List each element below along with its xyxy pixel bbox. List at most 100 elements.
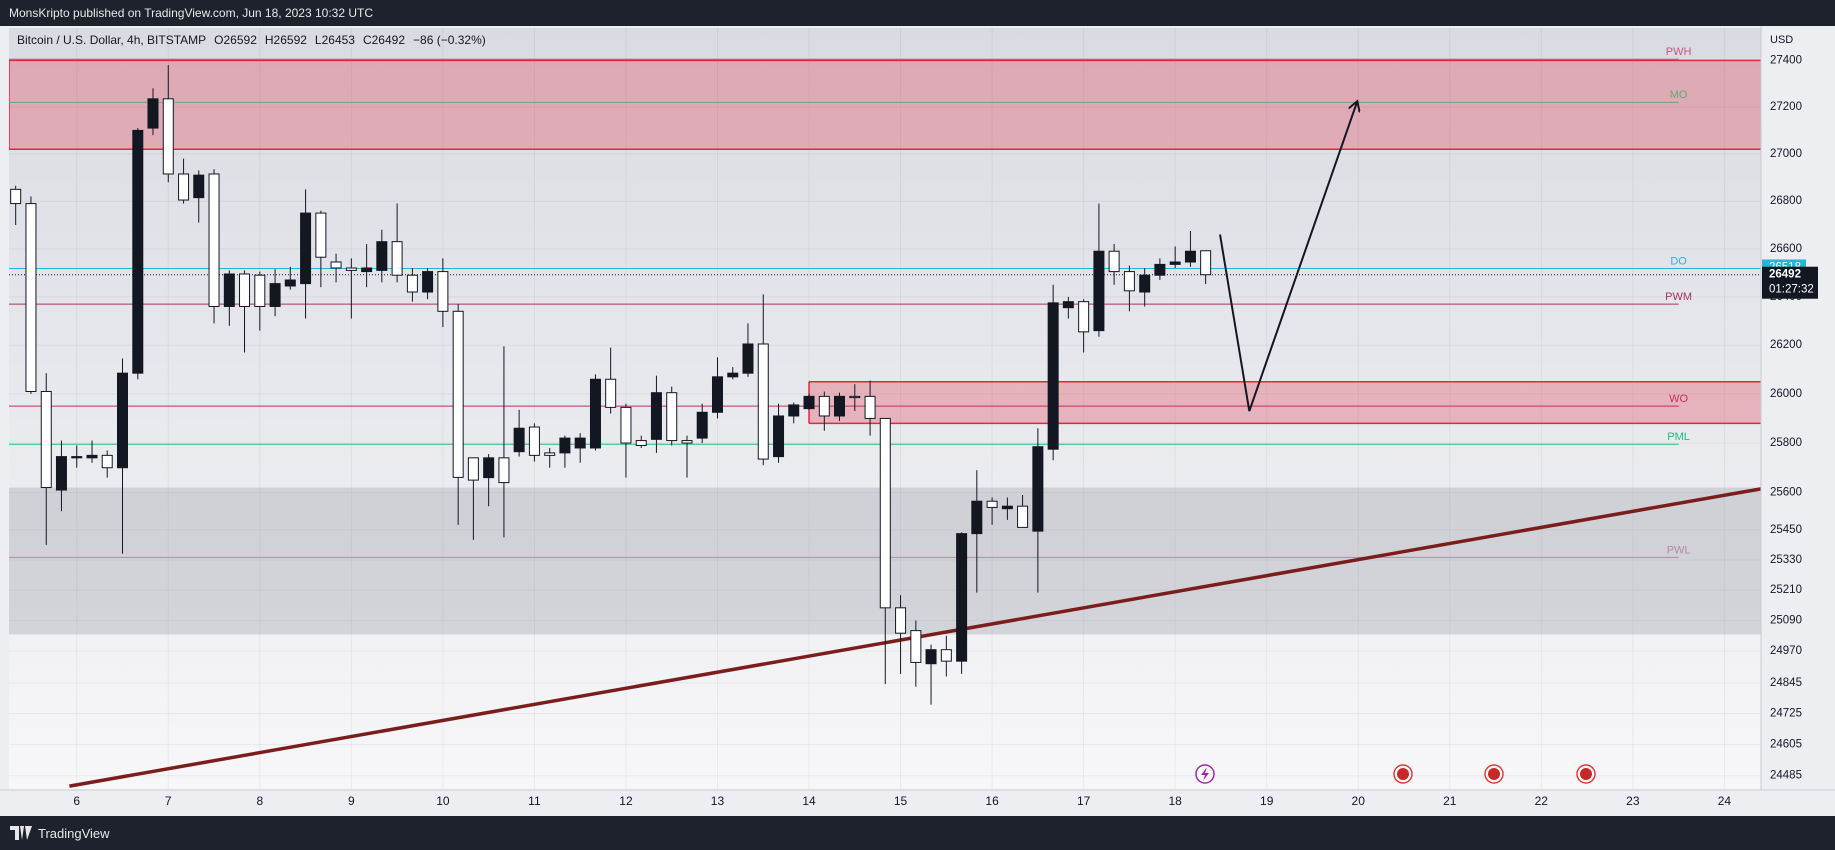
candle-body	[1032, 446, 1044, 532]
candle-body	[834, 395, 846, 417]
candle-body	[666, 392, 678, 442]
candle-body	[71, 456, 83, 459]
candle-body	[1078, 301, 1090, 333]
candle-body	[406, 274, 418, 293]
candle-body	[1169, 261, 1181, 265]
ohlc-close: C26492	[362, 33, 406, 47]
candle-body	[1017, 505, 1029, 528]
candle-body	[437, 271, 449, 312]
candle-body	[178, 173, 190, 201]
level-label: PML	[1667, 431, 1690, 443]
lightning-icon	[1201, 767, 1209, 781]
candle-body	[864, 395, 876, 419]
candle-body	[773, 415, 785, 458]
candle-body	[1154, 263, 1166, 276]
candle-body	[971, 500, 983, 535]
y-tick-label: 24845	[1770, 677, 1802, 689]
candle-body	[589, 378, 601, 449]
candle-body	[483, 457, 495, 479]
candle-body	[696, 411, 708, 439]
x-tick-label: 18	[1168, 794, 1182, 808]
candle-body	[559, 437, 571, 454]
symbol-title: Bitcoin / U.S. Dollar, 4h, BITSTAMP	[17, 33, 207, 47]
candle-body	[40, 390, 52, 489]
candle-body	[10, 188, 22, 205]
y-tick-label: 26600	[1770, 243, 1802, 255]
countdown-label: 01:27:32	[1769, 284, 1814, 296]
ohlc-low: L26453	[314, 33, 355, 47]
y-tick-label: 26800	[1770, 195, 1802, 207]
candle-body	[132, 129, 144, 374]
flag-icon	[1397, 768, 1409, 780]
y-tick-label: 25330	[1770, 554, 1802, 566]
y-tick-label: 26200	[1770, 339, 1802, 351]
candle-body	[711, 376, 723, 413]
x-tick-label: 23	[1626, 794, 1640, 808]
x-tick-label: 8	[256, 794, 263, 808]
candle-body	[376, 241, 388, 271]
x-tick-label: 24	[1718, 794, 1732, 808]
x-tick-label: 9	[348, 794, 355, 808]
candle-body	[849, 395, 861, 399]
y-tick-label: 25450	[1770, 524, 1802, 536]
candle-body	[910, 630, 922, 663]
candle-body	[620, 406, 632, 444]
candle-body	[162, 98, 174, 175]
axes: USD2740027200270002680026600264002620026…	[0, 26, 1835, 808]
change: −86 (−0.32%)	[413, 33, 486, 47]
candle-body	[223, 273, 235, 307]
x-tick-label: 16	[985, 794, 999, 808]
candle-body	[956, 533, 968, 662]
candle-body	[635, 440, 647, 446]
candle-body	[452, 310, 464, 478]
candle-body	[284, 279, 296, 287]
plot-area: PWH MO DO PWM WO PML PWL	[9, 28, 1761, 790]
candle-body	[513, 427, 525, 453]
candle-body	[147, 98, 159, 129]
level-label: PWM	[1665, 291, 1692, 303]
candle-body	[1047, 302, 1059, 450]
flag-icon	[1580, 768, 1592, 780]
candle-body	[269, 283, 281, 307]
candle-body	[208, 173, 220, 307]
currency-label: USD	[1770, 34, 1793, 46]
candle-body	[925, 649, 937, 665]
candle-body	[117, 372, 129, 469]
candle-body	[86, 454, 98, 459]
x-tick-label: 10	[436, 794, 450, 808]
candle-body	[1123, 271, 1135, 292]
candle-body	[55, 456, 67, 491]
candle-body	[422, 271, 434, 293]
y-tick-label: 25210	[1770, 584, 1802, 596]
candle-body	[330, 261, 342, 269]
projection-arrow	[1219, 101, 1357, 412]
event-icons	[1195, 764, 1596, 784]
candle-body	[803, 395, 815, 410]
level-label: DO	[1670, 255, 1687, 267]
candle-body	[986, 500, 998, 508]
level-label: MO	[1670, 89, 1688, 101]
candle-body	[1062, 301, 1074, 309]
candle-body	[361, 267, 373, 273]
y-tick-label: 24725	[1770, 708, 1802, 720]
y-tick-label: 25800	[1770, 437, 1802, 449]
candle-body	[879, 417, 891, 609]
y-tick-label: 24605	[1770, 739, 1802, 751]
zone	[809, 381, 1761, 424]
x-tick-label: 12	[619, 794, 633, 808]
candle-body	[315, 212, 327, 258]
y-tick-label: 27000	[1770, 148, 1802, 160]
y-tick-label: 24970	[1770, 645, 1802, 657]
candle-body	[605, 378, 617, 408]
zone	[9, 60, 1761, 150]
x-tick-label: 15	[894, 794, 908, 808]
x-tick-label: 19	[1260, 794, 1274, 808]
x-tick-label: 17	[1077, 794, 1091, 808]
logo	[10, 826, 32, 840]
y-tick-label: 25600	[1770, 487, 1802, 499]
level-label: PWH	[1666, 46, 1692, 58]
symbol-legend: Bitcoin / U.S. Dollar, 4h, BITSTAMP O265…	[17, 33, 486, 47]
x-tick-label: 20	[1352, 794, 1366, 808]
level-label: PWL	[1667, 544, 1691, 556]
